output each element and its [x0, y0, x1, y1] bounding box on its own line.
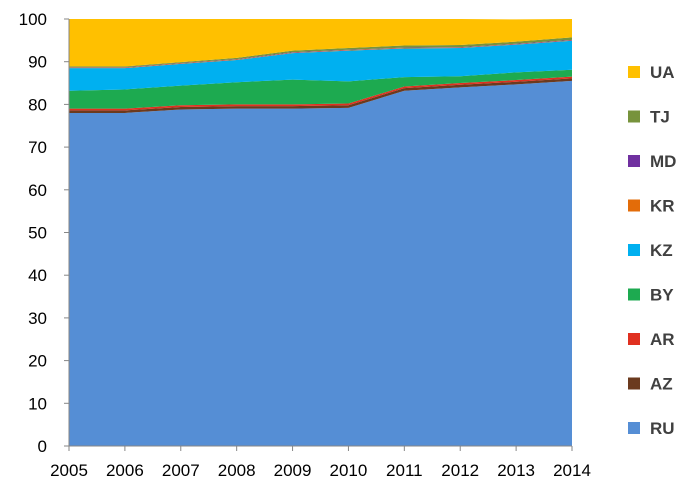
x-tick-label: 2013	[497, 461, 535, 480]
x-tick-label: 2008	[218, 461, 256, 480]
x-tick-label: 2012	[441, 461, 479, 480]
legend-swatch-ru	[628, 422, 640, 434]
area-ar	[69, 76, 572, 111]
legend-label-ru: RU	[650, 419, 675, 438]
axes-group	[64, 18, 573, 451]
y-tick-label: 70	[28, 138, 47, 157]
y-tick-label: 80	[28, 95, 47, 114]
area-by	[69, 69, 572, 109]
legend-label-ar: AR	[650, 330, 675, 349]
y-tick-label: 50	[28, 224, 47, 243]
legend-swatch-by	[628, 288, 640, 301]
legend: UA TJ MD KR KZ BY AR AZ RU	[628, 63, 676, 438]
legend-swatch-md	[628, 155, 640, 167]
area-series-group	[69, 19, 572, 447]
y-tick-label: 10	[28, 394, 47, 413]
y-tick-label: 30	[28, 309, 47, 328]
legend-swatch-tj	[628, 110, 640, 123]
y-tick-label: 40	[28, 266, 47, 285]
legend-label-ua: UA	[650, 63, 675, 82]
legend-swatch-ua	[628, 66, 640, 78]
x-axis-tick-labels: 2005 2006 2007 2008 2009 2010 2011 2012 2013 2014	[50, 461, 591, 480]
area-az	[69, 78, 572, 113]
legend-label-tj: TJ	[650, 108, 670, 127]
y-tick-label: 100	[19, 10, 47, 29]
x-tick-label: 2007	[162, 461, 200, 480]
legend-label-az: AZ	[650, 375, 673, 394]
x-tick-label: 2009	[274, 461, 312, 480]
y-tick-label: 20	[28, 352, 47, 371]
area-ua	[69, 19, 572, 67]
x-tick-label: 2005	[50, 461, 88, 480]
x-tick-label: 2006	[106, 461, 144, 480]
legend-swatch-kz	[628, 244, 640, 256]
legend-swatch-kr	[628, 199, 640, 212]
x-tick-label: 2010	[330, 461, 368, 480]
area-ru	[69, 80, 572, 447]
y-tick-label: 0	[38, 437, 47, 456]
legend-swatch-az	[628, 377, 640, 390]
legend-label-kz: KZ	[650, 241, 673, 260]
y-axis-tick-labels: 0 10 20 30 40 50 60 70 80 90 100	[19, 10, 47, 456]
y-tick-label: 60	[28, 181, 47, 200]
legend-swatch-ar	[628, 333, 640, 345]
legend-label-md: MD	[650, 152, 676, 171]
legend-label-by: BY	[650, 286, 674, 305]
area-kz	[69, 40, 572, 91]
y-tick-label: 90	[28, 53, 47, 72]
x-tick-label: 2014	[553, 461, 591, 480]
x-tick-label: 2011	[386, 461, 423, 480]
legend-label-kr: KR	[650, 197, 675, 216]
